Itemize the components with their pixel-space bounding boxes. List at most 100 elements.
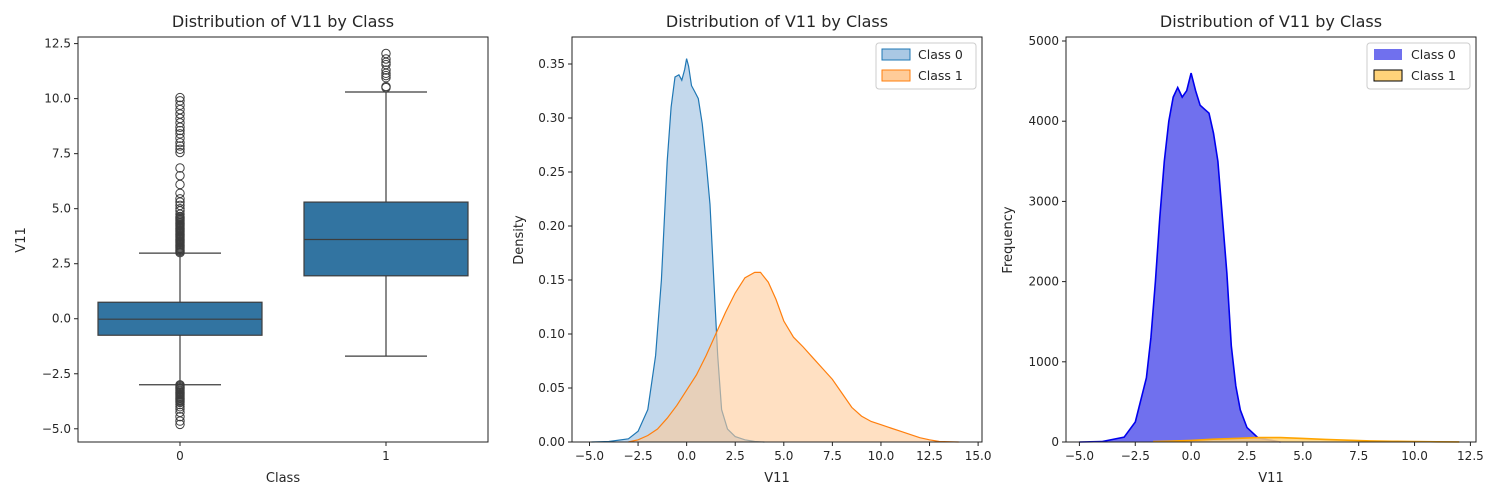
y-tick-label: 0.0 xyxy=(52,312,71,326)
x-tick-label: 7.5 xyxy=(1349,449,1368,463)
legend-swatch-class-0 xyxy=(881,48,911,61)
outlier-point xyxy=(381,54,391,64)
x-tick-label: 15.0 xyxy=(965,449,992,463)
x-tick-label: 0.0 xyxy=(1182,449,1201,463)
density-area-class-1 xyxy=(628,272,959,442)
y-axis-label-1: V11 xyxy=(14,227,29,252)
x-ticks-2: −5.0 −2.5 0.0 2.5 5.0 7.5 10.0 12.5 15.0 xyxy=(575,442,992,463)
plot-frame-3 xyxy=(1065,36,1477,443)
legend-label-class-0: Class 0 xyxy=(1411,47,1456,62)
outlier-point xyxy=(175,203,185,214)
x-axis-label-2: V11 xyxy=(764,471,789,486)
y-tick-label: 0.35 xyxy=(538,57,565,71)
boxplot-marks xyxy=(97,48,469,430)
x-tick-label: −5.0 xyxy=(1065,449,1094,463)
x-tick-label: −2.5 xyxy=(623,449,652,463)
legend-swatch-class-1 xyxy=(881,69,911,82)
y-tick-label: 4000 xyxy=(1028,114,1059,128)
plot-frame-2 xyxy=(571,36,983,443)
outlier-point xyxy=(175,397,185,408)
outlier-point xyxy=(381,70,391,81)
y-tick-label: 12.5 xyxy=(44,37,71,51)
panel-boxplot: Distribution of V11 by Class Class V11 0… xyxy=(14,12,489,486)
y-tick-label: 7.5 xyxy=(52,147,71,161)
y-tick-label: −2.5 xyxy=(42,367,71,381)
outlier-point xyxy=(175,141,185,151)
x-tick-label: 1 xyxy=(382,449,390,463)
chart-title-1: Distribution of V11 by Class xyxy=(172,12,394,31)
legend-label-class-1: Class 1 xyxy=(918,68,963,83)
y-tick-label: 0.30 xyxy=(538,111,565,125)
outlier-point xyxy=(175,200,185,211)
x-tick-label: −2.5 xyxy=(1121,449,1150,463)
chart-title-3: Distribution of V11 by Class xyxy=(1160,12,1382,31)
x-axis-label-3: V11 xyxy=(1258,471,1283,486)
y-tick-label: 0.25 xyxy=(538,165,565,179)
histogram-marks xyxy=(1079,72,1460,443)
x-tick-label: 5.0 xyxy=(1293,449,1312,463)
histogram-bars-class-0 xyxy=(1079,73,1281,442)
x-axis-label-1: Class xyxy=(266,471,300,486)
y-ticks-1: −5.0 −2.5 0.0 2.5 5.0 7.5 10.0 12.5 xyxy=(42,37,78,436)
kde-line-class-0 xyxy=(1079,72,1281,443)
x-tick-label: 0.0 xyxy=(677,449,696,463)
legend-2: Class 0 Class 1 xyxy=(875,42,977,90)
y-tick-label: 2.5 xyxy=(52,257,71,271)
legend-swatch-class-0 xyxy=(1374,49,1402,60)
outlier-point xyxy=(175,125,185,136)
outlier-point xyxy=(175,179,185,190)
plot-frame-1 xyxy=(77,36,489,443)
chart-title-2: Distribution of V11 by Class xyxy=(666,12,888,31)
legend-3: Class 0 Class 1 xyxy=(1366,42,1471,90)
outlier-point xyxy=(175,411,185,422)
outlier-point xyxy=(175,170,185,181)
outlier-point xyxy=(175,92,185,103)
outlier-point xyxy=(175,419,185,430)
y-tick-label: 0 xyxy=(1051,435,1059,449)
y-axis-label-2: Density xyxy=(512,215,527,265)
panel-histogram: Distribution of V11 by Class V11 Frequen… xyxy=(1001,12,1484,486)
y-tick-label: 0.20 xyxy=(538,219,565,233)
outlier-point xyxy=(175,100,185,110)
outlier-point xyxy=(381,48,391,59)
x-tick-label: 2.5 xyxy=(726,449,745,463)
y-tick-label: 1000 xyxy=(1028,355,1059,369)
outlier-point xyxy=(175,416,185,426)
density-line-class-1 xyxy=(628,271,959,443)
x-tick-label: 7.5 xyxy=(823,449,842,463)
outlier-point xyxy=(381,73,391,83)
outlier-point xyxy=(175,133,185,143)
y-tick-label: 0.00 xyxy=(538,435,565,449)
y-tick-label: 2000 xyxy=(1028,275,1059,289)
x-tick-label: 12.5 xyxy=(916,449,943,463)
legend-label-class-0: Class 0 xyxy=(918,47,963,62)
outlier-point xyxy=(175,211,185,222)
y-tick-label: 5000 xyxy=(1028,34,1059,48)
legend-swatch-class-1 xyxy=(1373,69,1403,82)
y-tick-label: 0.05 xyxy=(538,381,565,395)
y-ticks-3: 0 1000 2000 3000 4000 5000 xyxy=(1028,34,1066,449)
kde-line-class-1 xyxy=(1153,436,1460,443)
outlier-point xyxy=(175,402,185,412)
y-ticks-2: 0.00 0.05 0.10 0.15 0.20 0.25 0.30 0.35 xyxy=(538,57,572,449)
outlier-point xyxy=(175,129,185,139)
y-tick-label: −5.0 xyxy=(42,422,71,436)
outlier-point xyxy=(175,147,185,158)
y-tick-label: 5.0 xyxy=(52,202,71,216)
x-ticks-3: −5.0 −2.5 0.0 2.5 5.0 7.5 10.0 12.5 xyxy=(1065,442,1484,463)
x-tick-label: 12.5 xyxy=(1457,449,1484,463)
density-area-class-0 xyxy=(591,58,765,442)
outlier-point xyxy=(381,65,391,75)
outlier-point xyxy=(175,96,185,106)
x-tick-label: −5.0 xyxy=(575,449,604,463)
outlier-point xyxy=(175,144,185,154)
y-tick-label: 3000 xyxy=(1028,194,1059,208)
outlier-point xyxy=(175,399,185,410)
x-tick-label: 0 xyxy=(176,449,184,463)
y-tick-label: 0.10 xyxy=(538,327,565,341)
y-tick-label: 0.15 xyxy=(538,273,565,287)
panel-density: Distribution of V11 by Class V11 Density… xyxy=(512,12,991,486)
x-tick-label: 2.5 xyxy=(1237,449,1256,463)
